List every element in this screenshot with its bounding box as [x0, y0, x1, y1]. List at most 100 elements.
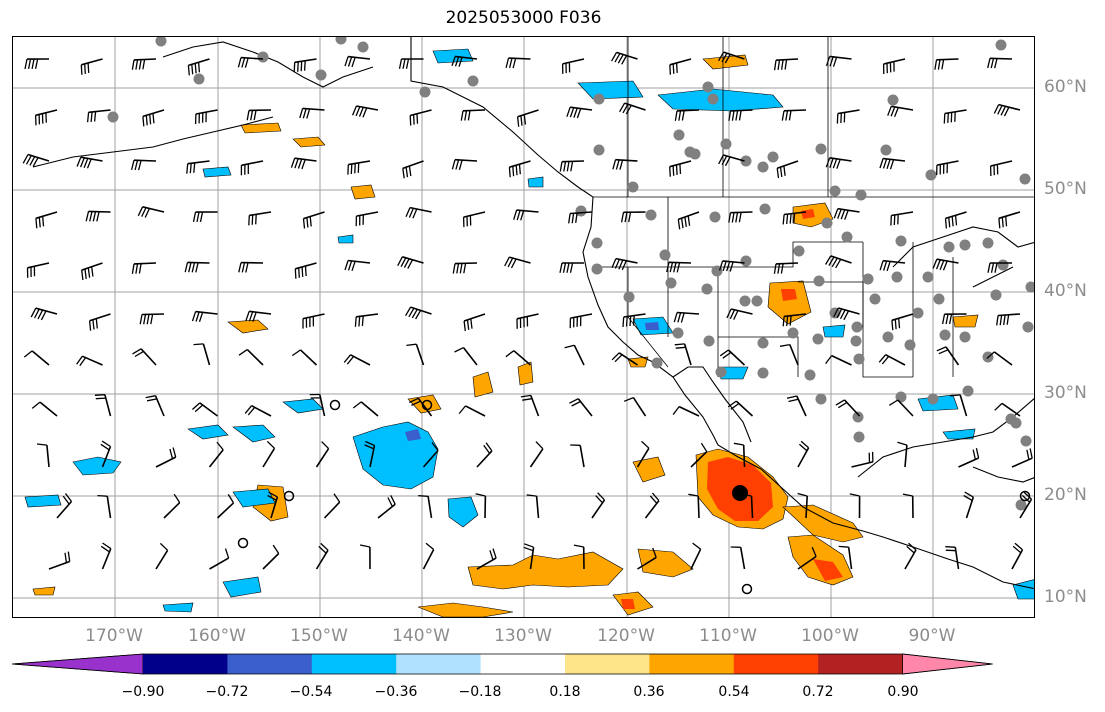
wind-barb-feather — [738, 212, 742, 223]
wind-barb-feather — [92, 211, 97, 222]
wind-barb-feather — [31, 58, 35, 70]
wind-barb-feather — [994, 262, 998, 273]
map-frame[interactable] — [12, 36, 1035, 618]
lat-label-50: 50°N — [1044, 179, 1087, 199]
wind-barb-feather — [938, 349, 949, 355]
wind-barb-feather — [945, 549, 956, 552]
wind-barb-feather — [143, 314, 147, 325]
contour-pacific-blue-large — [352, 421, 439, 490]
wind-barb-feather — [407, 259, 414, 269]
wind-barb-feather — [837, 208, 842, 219]
wind-barb-feather — [840, 209, 846, 220]
wind-barb-feather — [735, 212, 739, 223]
wind-barb — [936, 58, 959, 61]
wind-barb-feather — [306, 108, 311, 119]
wind-barb-feather — [84, 268, 87, 279]
wind-barb-feather — [994, 402, 1003, 411]
wind-barb-feather — [132, 348, 142, 355]
wind-barb — [843, 399, 861, 417]
wind-barb-feather — [562, 262, 567, 273]
wind-barb — [735, 400, 754, 417]
wind-barb-feather — [649, 495, 658, 504]
wind-barb-feather — [361, 315, 364, 326]
wind-barb-feather — [879, 260, 884, 271]
wind-barb-feather — [138, 59, 142, 70]
wind-barb-feather — [779, 343, 790, 347]
wind-barb-feather — [255, 214, 257, 225]
wind-barb-feather — [1021, 494, 1031, 503]
wind-barb-feather — [299, 108, 304, 119]
wind-barb-feather — [100, 443, 110, 451]
wind-barb-feather — [302, 108, 307, 119]
wind-barb-feather — [150, 314, 154, 325]
wind-barb-feather — [999, 315, 1003, 326]
wind-barb-feather — [941, 314, 946, 325]
colorbar-tick: 0.18 — [549, 684, 581, 700]
colorbar-segment — [565, 654, 650, 674]
wind-barb-feather — [632, 315, 635, 326]
wind-barb-feather — [728, 110, 732, 121]
wind-barb-feather — [666, 262, 670, 273]
wind-barb-feather — [89, 211, 93, 222]
wind-barb-feather — [139, 314, 143, 325]
wind-barb-feather — [87, 62, 90, 73]
wind-barb-feather — [993, 104, 1000, 114]
wind-barb — [39, 401, 58, 417]
wind-barb-feather — [879, 158, 884, 169]
wind-barb-feather — [798, 443, 808, 452]
wind-barb — [356, 313, 379, 318]
wind-barb-feather — [508, 167, 511, 178]
wind-barb-feather — [196, 211, 200, 223]
wind-barb — [936, 258, 959, 264]
wind-barb-feather — [898, 318, 901, 329]
wind-barb-feather — [934, 59, 938, 70]
wind-barb-feather — [727, 400, 737, 408]
station-dot-mexico — [732, 485, 748, 501]
wind-barb — [188, 58, 210, 67]
wind-barb — [623, 313, 646, 318]
wind-barb-feather — [520, 394, 531, 398]
wind-barb-feather — [889, 159, 895, 170]
wind-barb-feather — [972, 449, 976, 460]
wind-barb-feather — [721, 155, 728, 166]
wind-barb-feather — [890, 106, 896, 117]
wind-barb-feather — [726, 261, 731, 272]
wind-barb — [48, 560, 70, 570]
wind-barb — [644, 500, 660, 519]
wind-barb-feather — [418, 495, 429, 497]
wind-barb-feather — [402, 168, 405, 179]
wind-barb — [509, 160, 531, 168]
wind-barb — [891, 211, 914, 217]
wind-barb-feather — [293, 62, 296, 73]
wind-barb-feather — [733, 442, 744, 446]
wind-barb-feather — [134, 160, 139, 171]
wind-barb — [360, 401, 379, 417]
wind-barb-feather — [301, 266, 304, 277]
wind-barb-feather — [728, 212, 732, 223]
wind-barb — [789, 344, 799, 366]
wind-barb — [965, 496, 975, 519]
wind-barb-feather — [34, 58, 39, 70]
wind-barb-feather — [954, 215, 958, 226]
wind-barb — [615, 257, 638, 264]
wind-barb — [750, 495, 754, 519]
wind-barb-feather — [833, 208, 839, 219]
wind-barb-feather — [197, 62, 201, 73]
wind-barb-feather — [32, 157, 39, 167]
wind-barb-feather — [102, 542, 112, 550]
wind-barb-feather — [831, 257, 838, 268]
wind-barb-feather — [347, 260, 353, 271]
wind-barb-feather — [677, 219, 681, 230]
wind-barb-feather — [300, 61, 303, 72]
wind-barb-feather — [144, 208, 151, 218]
wind-barb-feather — [669, 262, 674, 273]
colorbar-outline — [11, 653, 993, 675]
wind-barb-feather — [405, 306, 412, 317]
wind-barb-feather — [485, 442, 493, 452]
wind-barb-feather — [825, 355, 833, 364]
wind-barb-feather — [298, 267, 300, 278]
wind-barb-feather — [42, 216, 45, 227]
wind-barb-feather — [241, 262, 246, 273]
wind-barb-feather — [27, 58, 32, 70]
wind-barb-feather — [245, 262, 249, 273]
